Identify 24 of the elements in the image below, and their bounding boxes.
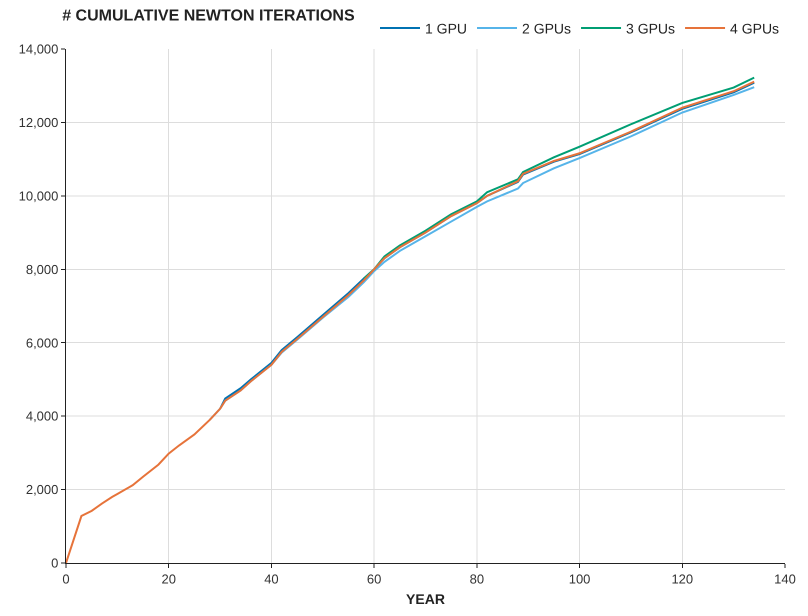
legend-label: 1 GPU	[425, 20, 468, 36]
y-tick-label: 4,000	[26, 408, 58, 424]
y-tick-label: 0	[51, 556, 58, 571]
y-tick-label: 10,000	[18, 188, 58, 204]
x-axis-title: YEAR	[406, 590, 445, 607]
y-tick-label: 14,000	[18, 42, 58, 57]
x-tick-label: 40	[264, 572, 279, 587]
x-tick-label: 120	[671, 572, 694, 587]
x-tick-label: 20	[161, 572, 176, 587]
x-tick-label: 140	[774, 572, 796, 587]
x-tick-label: 60	[366, 572, 382, 587]
y-tick-label: 8,000	[26, 262, 58, 277]
line-series	[362, 76, 756, 280]
legend-label: 4 GPUs	[730, 20, 780, 36]
legend-label: 2 GPUs	[522, 20, 572, 36]
line-series	[66, 80, 756, 563]
chart-title: # CUMULATIVE NEWTON ITERATIONS	[62, 7, 355, 24]
x-tick-label: 100	[568, 572, 590, 587]
y-tick-label: 2,000	[26, 482, 58, 498]
legend-label: 3 GPUs	[626, 20, 676, 36]
x-tick-label: 0	[62, 572, 70, 587]
y-tick-label: 6,000	[26, 335, 58, 350]
x-tick-label: 80	[470, 572, 484, 587]
y-tick-label: 12,000	[18, 114, 58, 130]
